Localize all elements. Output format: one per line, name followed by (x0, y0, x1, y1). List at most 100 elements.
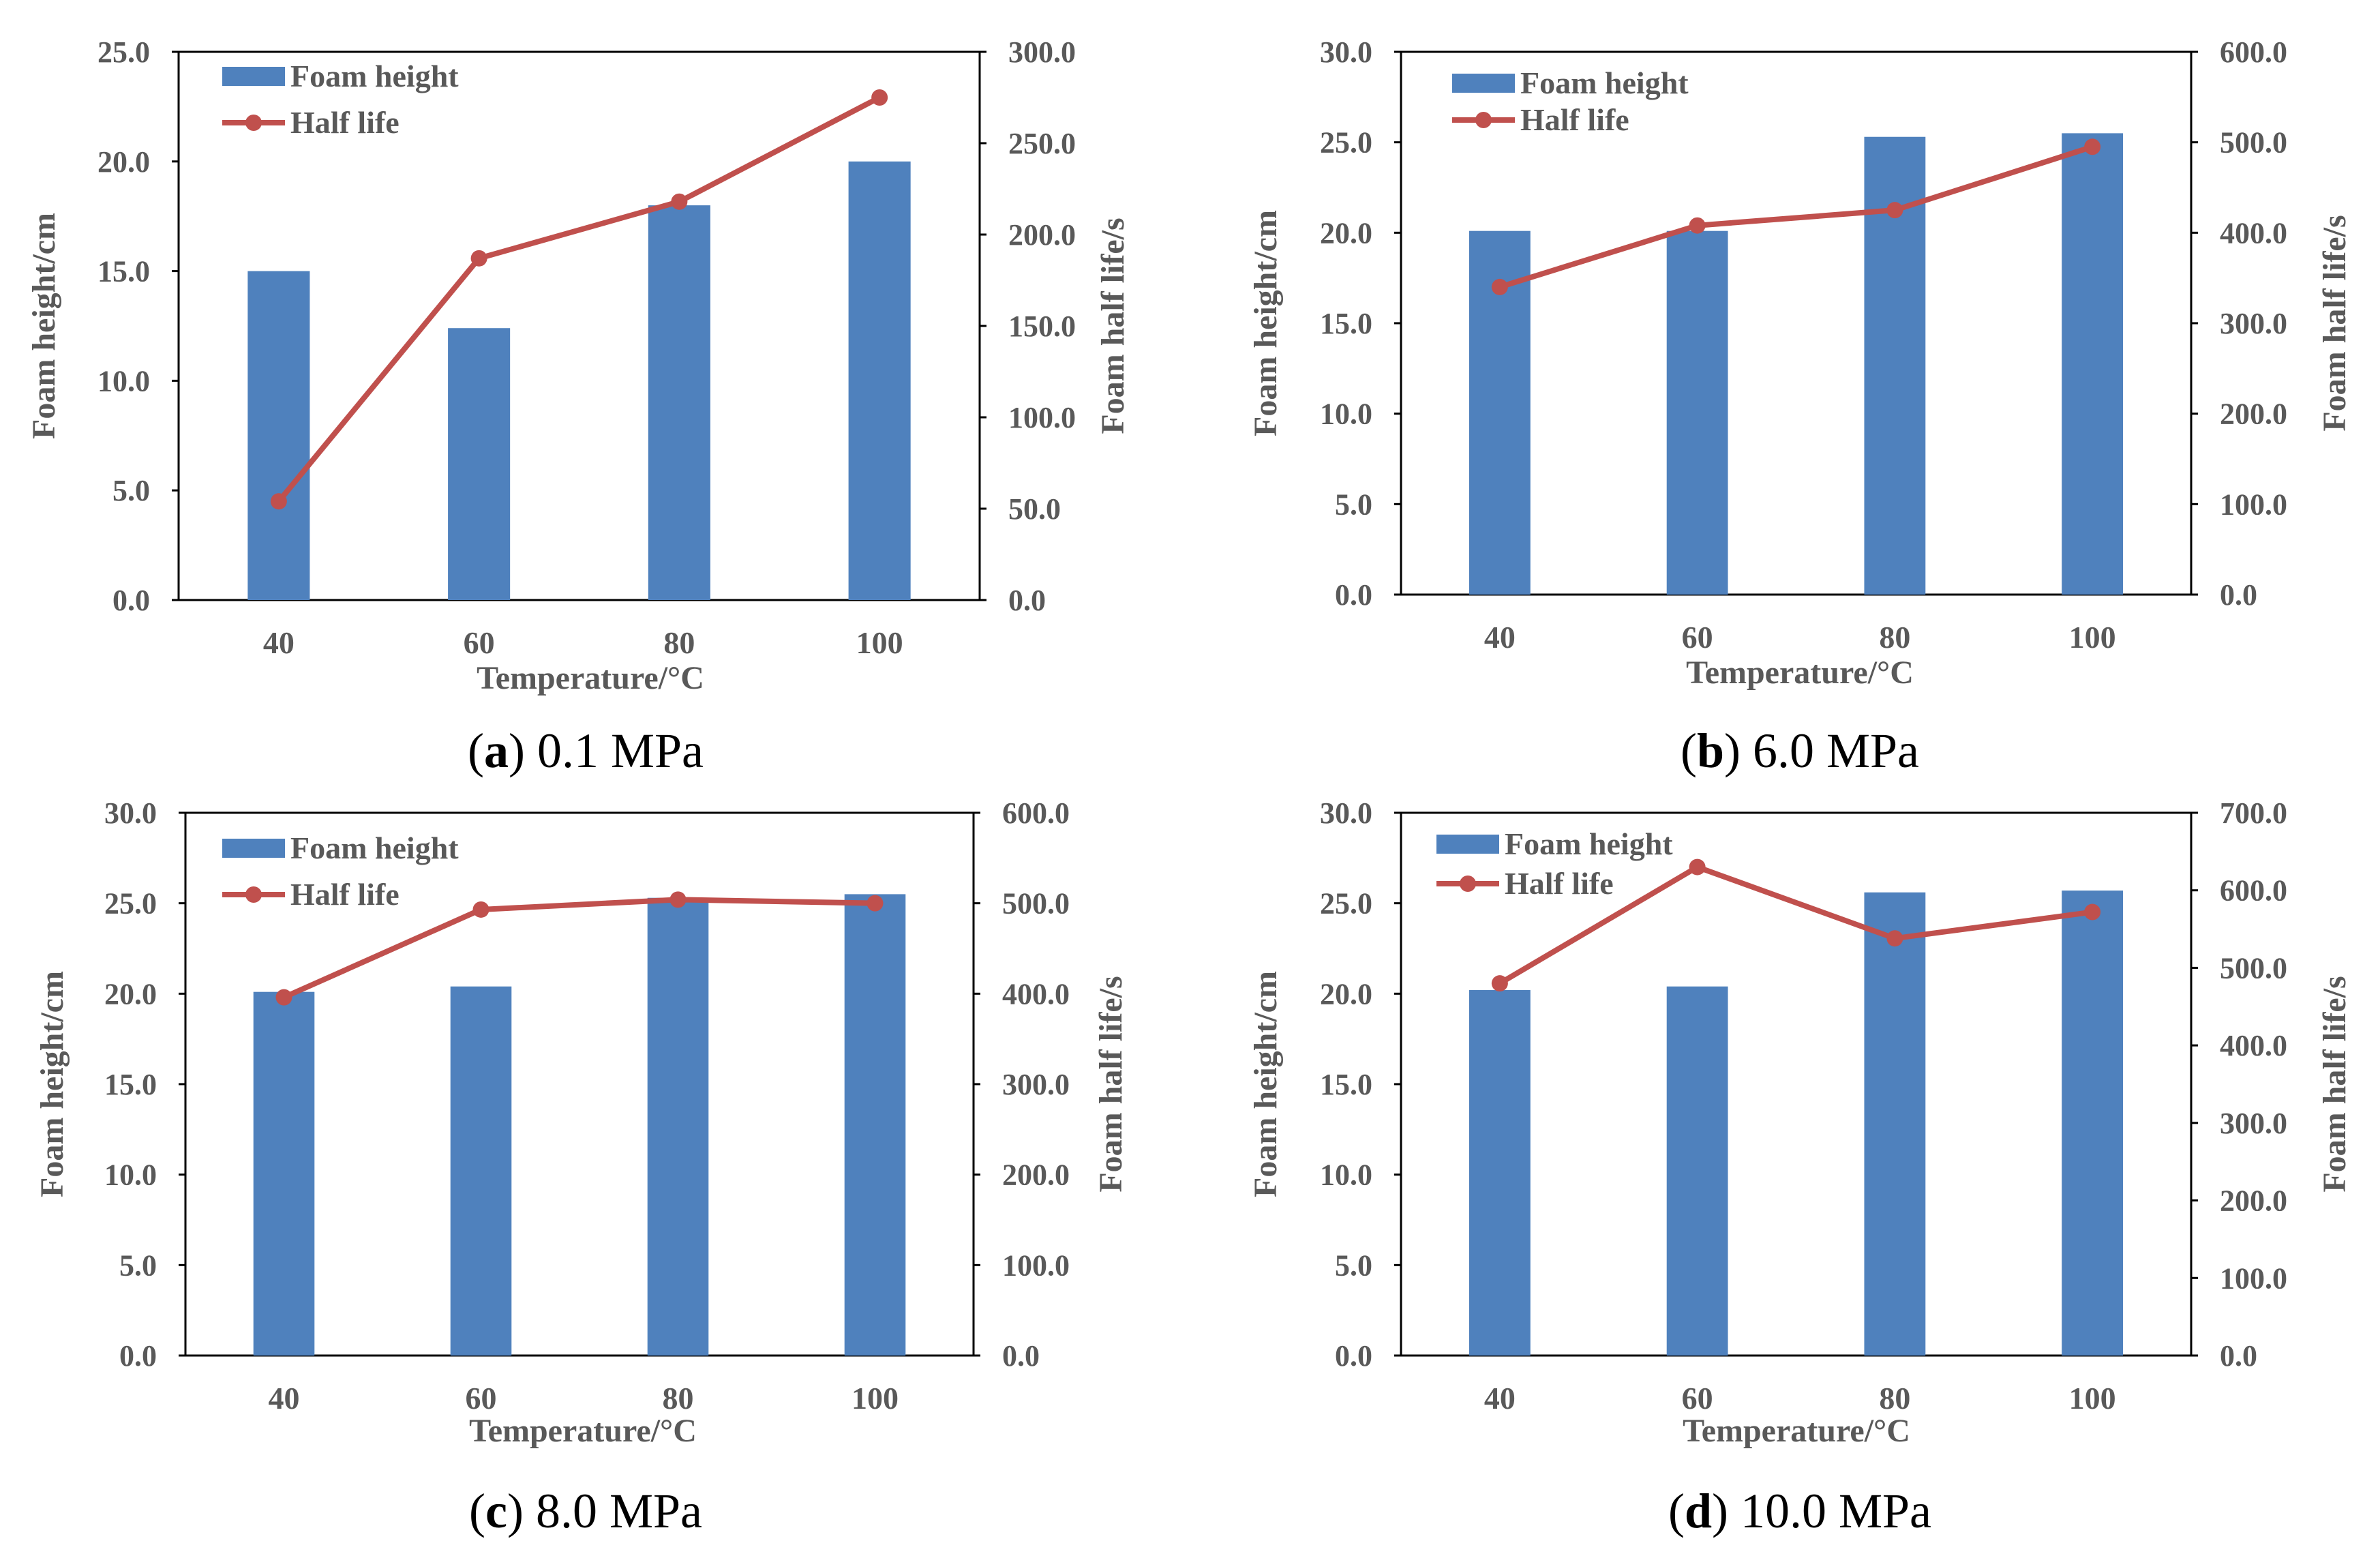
y2-axis-title: Foam half life/s (2317, 976, 2353, 1192)
half-life-line (282, 897, 875, 1000)
y-tick-label: 25.0 (97, 35, 150, 69)
half-life-line (276, 95, 881, 503)
legend-swatch-foam-height (222, 67, 285, 86)
y-tick-label: 15.0 (1320, 1068, 1372, 1101)
y-tick-label: 20.0 (104, 977, 157, 1011)
y-tick-label: 5.0 (112, 474, 150, 507)
bar-foam-height (450, 986, 512, 1356)
x-axis-title: Temperature/°C (1686, 655, 1914, 691)
y2-tick-label: 300.0 (1008, 35, 1076, 69)
bar-foam-height (2062, 133, 2124, 595)
y2-tick-label: 400.0 (2220, 216, 2287, 250)
y-tick-label: 10.0 (97, 364, 150, 398)
caption-open-paren: ( (1668, 1484, 1685, 1538)
y-tick-label: 10.0 (104, 1158, 157, 1192)
y2-tick-label: 500.0 (2220, 126, 2287, 160)
y2-axis-title: Foam half life/s (1093, 976, 1129, 1192)
bar-foam-height (1666, 230, 1728, 595)
half-life-point (669, 891, 687, 908)
y-tick-label: 0.0 (119, 1339, 157, 1373)
half-life-point (2084, 903, 2101, 921)
legend-swatch-foam-height (1452, 74, 1515, 93)
y-tick-label: 30.0 (104, 796, 157, 830)
x-tick-label: 40 (263, 625, 295, 660)
x-tick-label: 80 (663, 625, 695, 660)
caption-close-paren: ) (1724, 723, 1741, 778)
caption-text: 10.0 MPa (1728, 1484, 1931, 1538)
caption-open-paren: ( (469, 1484, 485, 1538)
x-tick-label: 40 (1484, 1381, 1516, 1416)
half-life-point (1689, 858, 1706, 876)
panel-caption: (a) 0.1 MPa (468, 723, 704, 778)
half-life-point (671, 193, 688, 210)
x-axis-title: Temperature/°C (469, 1413, 697, 1449)
y2-tick-label: 100.0 (2220, 488, 2287, 521)
caption-text: 8.0 MPa (524, 1484, 702, 1538)
bar-foam-height (253, 991, 315, 1356)
y-tick-label: 20.0 (1320, 216, 1372, 250)
y2-tick-label: 200.0 (1008, 218, 1076, 252)
bar-foam-height (647, 897, 709, 1356)
y-axis-title: Foam height/cm (34, 971, 70, 1197)
y2-tick-label: 100.0 (2220, 1261, 2287, 1295)
y2-tick-label: 0.0 (1002, 1339, 1040, 1373)
caption-text: 0.1 MPa (525, 723, 704, 778)
bar-foam-height (2062, 891, 2124, 1356)
x-tick-label: 80 (1879, 620, 1910, 655)
y2-tick-label: 250.0 (1008, 127, 1076, 160)
legend-label-half-life: Half life (290, 877, 400, 912)
x-axis-title: Temperature/°C (1683, 1413, 1910, 1449)
x-tick-label: 60 (464, 625, 495, 660)
x-axis-title: Temperature/°C (477, 660, 704, 696)
x-tick-label: 60 (1682, 620, 1713, 655)
y2-tick-label: 0.0 (1008, 584, 1046, 617)
legend: Foam height Half life (222, 831, 459, 912)
half-life-point (472, 901, 489, 918)
half-life-point (470, 250, 487, 267)
legend-swatch-foam-height (222, 839, 285, 858)
y-tick-label: 0.0 (112, 584, 150, 617)
caption-letter: a (484, 723, 509, 778)
y-tick-label: 15.0 (104, 1068, 157, 1101)
y2-axis-title: Foam half life/s (2317, 215, 2353, 431)
caption-letter: b (1697, 723, 1724, 778)
legend-marker-half-life (245, 115, 262, 131)
y-tick-label: 10.0 (1320, 1158, 1372, 1192)
y-tick-label: 5.0 (1335, 488, 1372, 521)
bar-foam-height (448, 328, 511, 600)
bar-foam-height (844, 894, 906, 1356)
half-life-point (1886, 930, 1903, 947)
caption-close-paren: ) (507, 1484, 524, 1538)
y2-tick-label: 300.0 (2220, 307, 2287, 340)
y2-tick-label: 600.0 (2220, 874, 2287, 908)
legend-swatch-foam-height (1436, 835, 1499, 854)
legend-label-half-life: Half life (290, 105, 400, 140)
chart-panel-d: 0.0 5.0 10.0 15.0 20.0 25.0 30.0 0.0 100.0 200.0 3… (1248, 796, 2353, 1538)
y2-tick-label: 200.0 (2220, 1184, 2287, 1218)
panel-caption: (b) 6.0 MPa (1681, 723, 1919, 778)
half-life-line (1498, 864, 2093, 986)
y-tick-label: 15.0 (97, 255, 150, 288)
bar-foam-height (247, 271, 310, 600)
y2-tick-label: 0.0 (2220, 1339, 2257, 1373)
y2-tick-label: 100.0 (1002, 1248, 1070, 1282)
y-tick-label: 20.0 (97, 145, 150, 179)
x-tick-label: 60 (466, 1381, 497, 1416)
bar-foam-height (1666, 986, 1728, 1356)
bar-foam-height (648, 205, 710, 600)
half-life-point (871, 89, 888, 106)
y2-tick-label: 150.0 (1008, 310, 1076, 343)
y2-tick-label: 400.0 (2220, 1029, 2287, 1062)
legend-marker-half-life (1475, 112, 1492, 128)
x-tick-label: 100 (2069, 620, 2116, 655)
x-tick-label: 100 (856, 625, 903, 660)
y2-tick-label: 300.0 (2220, 1107, 2287, 1140)
legend-label-foam-height: Foam height (290, 831, 459, 865)
half-life-point (1689, 217, 1706, 234)
y-tick-label: 20.0 (1320, 977, 1372, 1011)
caption-open-paren: ( (1681, 723, 1697, 778)
caption-open-paren: ( (468, 723, 484, 778)
legend-marker-half-life (245, 886, 262, 903)
